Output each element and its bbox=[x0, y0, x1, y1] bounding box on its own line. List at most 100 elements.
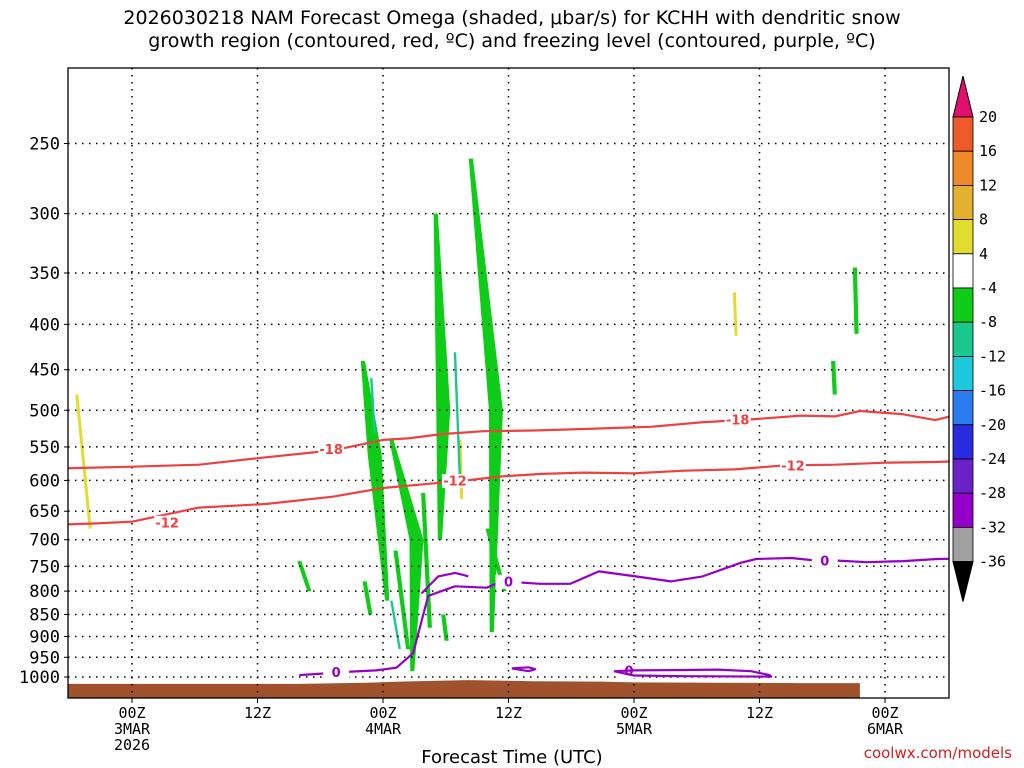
x-tick-label: 00Z bbox=[118, 704, 145, 722]
contour-label-bg bbox=[495, 574, 522, 589]
contour-label-bg bbox=[323, 665, 350, 680]
y-axis: 2503003504004505005506006507007508008509… bbox=[19, 135, 68, 688]
shaded-region bbox=[75, 394, 92, 529]
contour-label: -18 bbox=[319, 443, 343, 458]
colorbar-swatch bbox=[952, 527, 974, 563]
contour-label: -12 bbox=[781, 460, 805, 475]
watermark: coolwx.com/models bbox=[863, 744, 1012, 762]
shaded-region bbox=[831, 361, 837, 395]
contour-label: 0 bbox=[504, 575, 513, 590]
contour-line bbox=[299, 556, 949, 677]
shaded-region bbox=[393, 550, 411, 650]
x-tick-label: 12Z bbox=[746, 704, 773, 722]
contour-label-bg bbox=[154, 515, 181, 530]
x-tick-label: 00Z bbox=[620, 704, 647, 722]
contour-label: 0 bbox=[624, 665, 633, 680]
y-tick-label: 250 bbox=[29, 135, 60, 155]
colorbar-swatch bbox=[952, 287, 974, 323]
y-tick-label: 900 bbox=[29, 627, 60, 647]
shaded-region bbox=[468, 158, 503, 633]
x-tick-label: 6MAR bbox=[867, 720, 904, 738]
colorbar-tick-label: -8 bbox=[979, 313, 997, 331]
y-tick-label: 350 bbox=[29, 264, 60, 284]
x-tick-label: 00Z bbox=[369, 704, 396, 722]
colorbar-tick-label: -16 bbox=[979, 382, 1006, 400]
colorbar-swatch bbox=[952, 253, 974, 289]
colorbar-swatch bbox=[952, 184, 974, 220]
shaded-region bbox=[453, 352, 462, 481]
shaded-region bbox=[362, 581, 373, 615]
contour-label: -18 bbox=[0, 464, 22, 479]
omega-shading-layer bbox=[0, 158, 859, 672]
colorbar-swatch bbox=[952, 150, 974, 186]
y-tick-label: 650 bbox=[29, 502, 60, 522]
x-tick-label: 00Z bbox=[871, 704, 898, 722]
x-tick-label: 5MAR bbox=[616, 720, 653, 738]
y-tick-label: 600 bbox=[29, 471, 60, 491]
colorbar-tick-label: 8 bbox=[979, 211, 988, 229]
colorbar-swatch bbox=[952, 219, 974, 255]
shaded-region bbox=[421, 493, 432, 628]
x-tick-label: 2026 bbox=[114, 736, 150, 754]
y-tick-label: 850 bbox=[29, 605, 60, 625]
colorbar-tick-label: -28 bbox=[979, 484, 1006, 502]
colorbar-bottom-arrow bbox=[952, 561, 974, 602]
y-tick-label: 550 bbox=[29, 438, 60, 458]
shaded-region bbox=[852, 267, 859, 334]
shaded-region bbox=[389, 439, 424, 672]
contour-label-bg bbox=[441, 474, 468, 489]
contour-label: 0 bbox=[332, 666, 341, 681]
colorbar-swatch bbox=[952, 355, 974, 391]
y-tick-label: 700 bbox=[29, 531, 60, 551]
colorbar-tick-label: -36 bbox=[979, 553, 1006, 571]
y-tick-label: 1000 bbox=[19, 668, 60, 688]
contour-line bbox=[0, 576, 13, 645]
shaded-region bbox=[390, 600, 401, 650]
y-tick-label: 800 bbox=[29, 582, 60, 602]
colorbar-swatch bbox=[952, 390, 974, 426]
colorbar-legend: 20 16 12 8 4 -4 -8 -12 -16 -20 -24 -28 -32 -36 bbox=[952, 75, 1006, 602]
y-tick-label: 400 bbox=[29, 315, 60, 335]
colorbar-tick-label: 12 bbox=[979, 176, 997, 194]
contour-label-bg bbox=[0, 463, 23, 477]
colorbar-swatch bbox=[952, 492, 974, 528]
contour-line bbox=[68, 409, 949, 470]
colorbar-tick-label: -4 bbox=[979, 279, 997, 297]
x-axis-title: Forecast Time (UTC) bbox=[421, 747, 603, 768]
shaded-region bbox=[360, 361, 390, 601]
x-tick-label: 4MAR bbox=[365, 720, 402, 738]
contour-label: -12 bbox=[443, 475, 467, 490]
contour-line bbox=[613, 668, 773, 678]
x-tick-label: 12Z bbox=[244, 704, 271, 722]
contour-label: -12 bbox=[155, 516, 179, 531]
contour-label-bg bbox=[724, 413, 751, 428]
shaded-region bbox=[732, 292, 738, 336]
x-tick-label: 12Z bbox=[495, 704, 522, 722]
shaded-region bbox=[433, 213, 451, 540]
colorbar-swatch bbox=[952, 458, 974, 494]
gridlines bbox=[68, 68, 949, 698]
y-tick-label: 500 bbox=[29, 401, 60, 421]
shaded-region bbox=[0, 321, 15, 557]
contour-line bbox=[511, 666, 537, 673]
colorbar-tick-label: 20 bbox=[979, 108, 997, 126]
colorbar-tick-label: -20 bbox=[979, 416, 1006, 434]
contour-label-bg bbox=[811, 554, 838, 569]
chart-title-line-2: growth region (contoured, red, ºC) and f… bbox=[148, 30, 876, 52]
contour-label-bg bbox=[318, 442, 345, 457]
contour-label-bg bbox=[779, 459, 806, 474]
terrain-fill bbox=[68, 680, 860, 698]
y-tick-label: 950 bbox=[29, 648, 60, 668]
contour-label: -18 bbox=[726, 414, 750, 429]
contour-line bbox=[420, 571, 469, 595]
x-tick-label: 3MAR bbox=[114, 720, 151, 738]
chart-title-line-1: 2026030218 NAM Forecast Omega (shaded, μ… bbox=[123, 7, 901, 29]
contour-line bbox=[68, 460, 949, 526]
colorbar-swatch bbox=[952, 116, 974, 152]
colorbar-swatch bbox=[952, 424, 974, 460]
contour-layer: -18 -18 -18 -12 -12 -12 0 0 0 0 bbox=[0, 409, 949, 681]
contour-label: 0 bbox=[820, 555, 829, 570]
y-tick-label: 450 bbox=[29, 361, 60, 381]
